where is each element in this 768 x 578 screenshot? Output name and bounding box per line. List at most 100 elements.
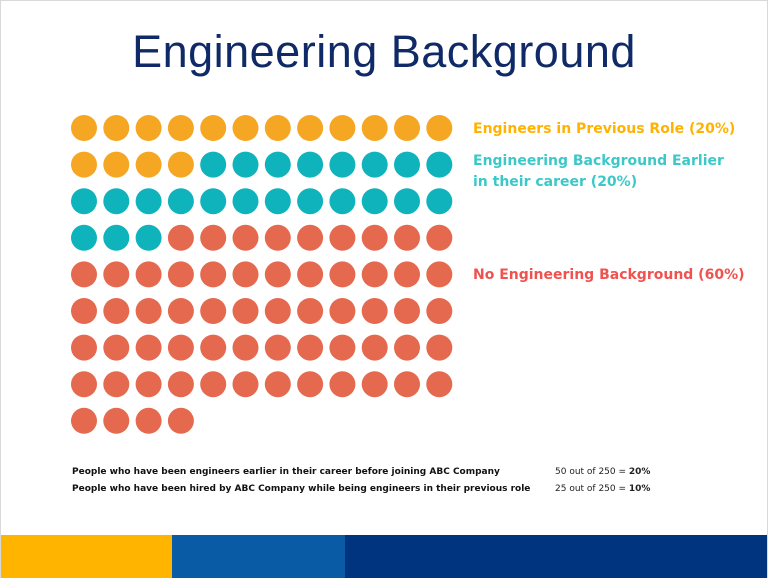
waffle-dot-category-3 [426, 224, 453, 251]
waffle-dot-category-3 [361, 224, 388, 251]
legend-no-background: No Engineering Background (60%) [473, 267, 745, 283]
waffle-dot-category-1 [361, 115, 388, 141]
waffle-dot-category-1 [135, 151, 162, 178]
waffle-dot-category-2 [297, 188, 324, 215]
waffle-dot-category-3 [167, 334, 194, 361]
waffle-dot-category-2 [426, 151, 453, 178]
waffle-dot-category-2 [394, 151, 420, 178]
waffle-dot-category-3 [135, 261, 162, 288]
waffle-dot-category-2 [361, 151, 388, 178]
waffle-dot-category-3 [135, 298, 162, 324]
waffle-dot-category-3 [297, 334, 324, 361]
waffle-dot-category-2 [361, 188, 388, 215]
waffle-dot-category-3 [167, 298, 194, 324]
waffle-dot-category-2 [264, 151, 291, 178]
footer-band-yellow [1, 535, 172, 578]
waffle-dot-category-3 [264, 224, 291, 251]
waffle-dot-category-2 [71, 188, 97, 215]
waffle-dot-category-3 [329, 261, 356, 288]
value-prefix: 50 out of 250 = [555, 467, 629, 477]
waffle-dot-category-1 [167, 151, 194, 178]
note-earlier: People who have been engineers earlier i… [72, 467, 500, 477]
waffle-dot-category-3 [264, 371, 291, 398]
waffle-dot-category-1 [232, 115, 259, 141]
waffle-dot-category-1 [200, 115, 227, 141]
waffle-dot-category-3 [103, 407, 130, 434]
waffle-dot-category-1 [264, 115, 291, 141]
waffle-dot-category-1 [329, 115, 356, 141]
waffle-dot-category-3 [232, 224, 259, 251]
waffle-dot-category-3 [71, 298, 97, 324]
footer-band-navy [345, 535, 767, 578]
waffle-dot-category-3 [426, 371, 453, 398]
waffle-dot-category-3 [394, 224, 420, 251]
waffle-dot-category-3 [361, 371, 388, 398]
waffle-dot-category-2 [103, 224, 130, 251]
waffle-dot-category-3 [394, 371, 420, 398]
waffle-dot-category-1 [297, 115, 324, 141]
note-previous-role: People who have been hired by ABC Compan… [72, 484, 531, 494]
waffle-dot-category-3 [329, 334, 356, 361]
waffle-dot-category-3 [297, 261, 324, 288]
waffle-dot-category-1 [103, 151, 130, 178]
legend-earlier-career: Engineering Background Earlier in their … [473, 151, 724, 193]
waffle-dot-category-3 [200, 224, 227, 251]
note-previous-role-value: 25 out of 250 = 10% [555, 484, 650, 494]
waffle-dot-category-2 [297, 151, 324, 178]
waffle-dot-category-3 [200, 261, 227, 288]
waffle-dot-category-2 [232, 151, 259, 178]
waffle-dot-category-3 [297, 298, 324, 324]
waffle-dot-category-3 [232, 298, 259, 324]
footer-band-blue [172, 535, 345, 578]
waffle-dot-category-2 [264, 188, 291, 215]
waffle-dot-category-2 [394, 188, 420, 215]
waffle-dot-category-1 [71, 115, 97, 141]
waffle-dot-category-3 [394, 334, 420, 361]
waffle-dot-category-1 [135, 115, 162, 141]
waffle-dot-category-2 [329, 151, 356, 178]
waffle-dot-category-2 [329, 188, 356, 215]
waffle-dot-category-2 [426, 188, 453, 215]
slide-title: Engineering Background [132, 26, 636, 77]
waffle-dot-category-3 [329, 298, 356, 324]
waffle-dot-category-3 [103, 298, 130, 324]
legend-earlier-line2: in their career (20%) [473, 174, 638, 190]
waffle-dot-category-3 [361, 334, 388, 361]
waffle-dot-category-3 [361, 261, 388, 288]
waffle-dot-category-3 [426, 261, 453, 288]
waffle-dot-category-3 [167, 371, 194, 398]
waffle-dot-category-3 [135, 334, 162, 361]
waffle-dot-category-3 [297, 224, 324, 251]
waffle-dot-category-2 [135, 224, 162, 251]
waffle-dot-category-2 [167, 188, 194, 215]
waffle-dot-category-2 [200, 151, 227, 178]
waffle-dot-category-3 [167, 224, 194, 251]
waffle-dot-category-3 [232, 261, 259, 288]
waffle-dot-category-3 [71, 261, 97, 288]
waffle-dot-category-1 [394, 115, 420, 141]
waffle-dot-category-3 [167, 261, 194, 288]
waffle-dot-category-3 [71, 371, 97, 398]
waffle-dot-category-3 [200, 334, 227, 361]
value-percent: 20% [628, 467, 651, 477]
waffle-dot-category-3 [167, 407, 194, 434]
waffle-dot-category-1 [103, 115, 130, 141]
waffle-dot-category-3 [232, 334, 259, 361]
waffle-dot-category-3 [71, 407, 97, 434]
waffle-dot-category-1 [426, 115, 453, 141]
waffle-dot-category-3 [200, 298, 227, 324]
waffle-dot-category-3 [264, 334, 291, 361]
value-percent: 10% [628, 484, 651, 494]
waffle-dot-category-3 [329, 224, 356, 251]
waffle-dot-category-3 [264, 298, 291, 324]
waffle-dot-category-3 [103, 371, 130, 398]
legend-previous-role: Engineers in Previous Role (20%) [473, 121, 736, 137]
waffle-dot-category-3 [200, 371, 227, 398]
waffle-dot-category-3 [103, 261, 130, 288]
waffle-dot-category-3 [232, 371, 259, 398]
waffle-dot-category-2 [135, 188, 162, 215]
waffle-chart [71, 115, 453, 434]
waffle-dot-category-3 [135, 407, 162, 434]
waffle-dot-category-3 [103, 334, 130, 361]
waffle-dot-category-3 [297, 371, 324, 398]
